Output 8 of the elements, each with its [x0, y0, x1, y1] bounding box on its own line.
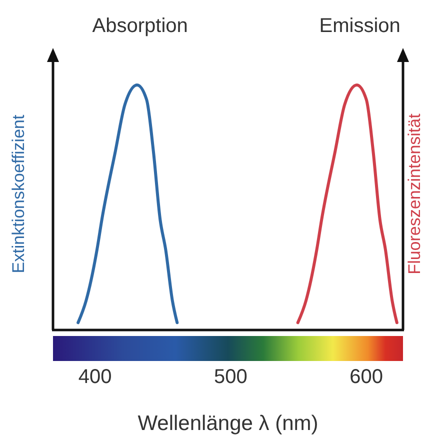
x-axis-title: Wellenlänge λ (nm): [138, 412, 318, 435]
y-axis-title: Extinktionskoeffizient: [9, 114, 28, 274]
text: Absorption: [92, 15, 188, 37]
x-tick-label: 400: [78, 366, 112, 388]
text: Emission: [319, 15, 400, 37]
x-tick-label: 500: [214, 366, 248, 388]
y2-axis-title: Fluoreszenzintensität: [405, 113, 424, 274]
x-tick-label: 600: [350, 366, 384, 388]
